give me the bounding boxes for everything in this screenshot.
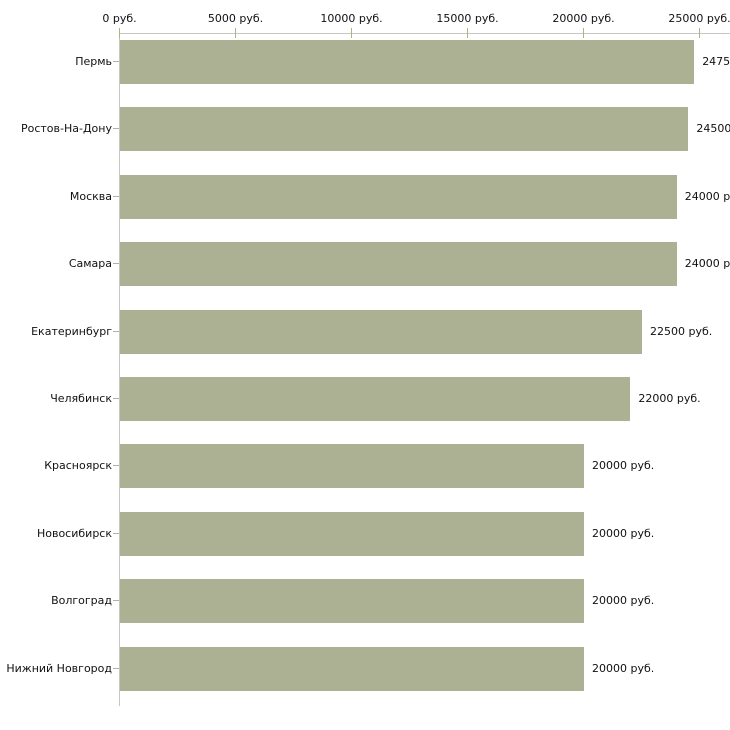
x-axis-tick [235,28,236,38]
category-tick-mark [113,465,119,467]
value-label: 20000 руб. [592,526,655,540]
x-axis-tick [119,28,120,38]
value-label: 24000 руб. [684,257,730,271]
bar[interactable] [120,444,584,489]
x-axis-tick-label: 0 руб. [102,12,137,25]
x-axis-tick-label: 10000 руб. [320,12,383,25]
bar[interactable] [120,242,677,287]
value-label: 22000 руб. [638,392,701,405]
value-label: 24000 руб. [684,189,730,203]
bar[interactable] [120,646,584,691]
category-label: Екатеринбург [31,324,112,338]
x-axis-tick [351,28,352,38]
value-label: 22500 руб. [650,324,713,338]
category-tick-mark [113,195,119,197]
bar[interactable] [120,511,584,556]
category-tick-mark [113,667,119,669]
bar[interactable] [120,107,689,152]
value-label: 24500 руб. [696,122,730,136]
bar[interactable] [120,309,642,354]
bar[interactable] [120,377,631,421]
category-label: Нижний Новгород [6,661,112,675]
category-label: Челябинск [50,392,112,405]
x-axis-tick-label: 15000 руб. [436,12,499,25]
category-tick-mark [113,128,119,130]
x-axis-tick [467,28,468,38]
x-axis-tick-label: 20000 руб. [552,12,615,25]
category-tick-mark [113,532,119,534]
bar[interactable] [120,40,695,84]
category-label: Самара [68,257,112,271]
category-label: Москва [69,189,112,203]
category-label: Красноярск [44,459,112,473]
bar[interactable] [120,174,677,219]
category-label: Волгоград [51,594,112,608]
category-tick-mark [113,263,119,265]
category-label: Пермь [75,55,112,68]
x-axis-line [119,33,730,34]
value-label: 20000 руб. [592,661,655,675]
category-tick-mark [113,61,119,62]
category-tick-mark [113,330,119,332]
category-tick-mark [113,398,119,399]
category-label: Новосибирск [36,526,112,540]
x-axis-tick [699,28,700,38]
category-tick-mark [113,600,119,602]
x-axis-tick [583,28,584,38]
category-label: Ростов-На-Дону [20,122,112,136]
bar[interactable] [120,579,584,624]
y-axis-line [119,33,120,706]
value-label: 20000 руб. [592,594,655,608]
x-axis-tick-label: 25000 руб. [668,12,730,25]
x-axis-tick-label: 5000 руб. [207,12,264,25]
value-label: 20000 руб. [592,459,655,473]
value-label: 24750 руб. [702,55,730,68]
